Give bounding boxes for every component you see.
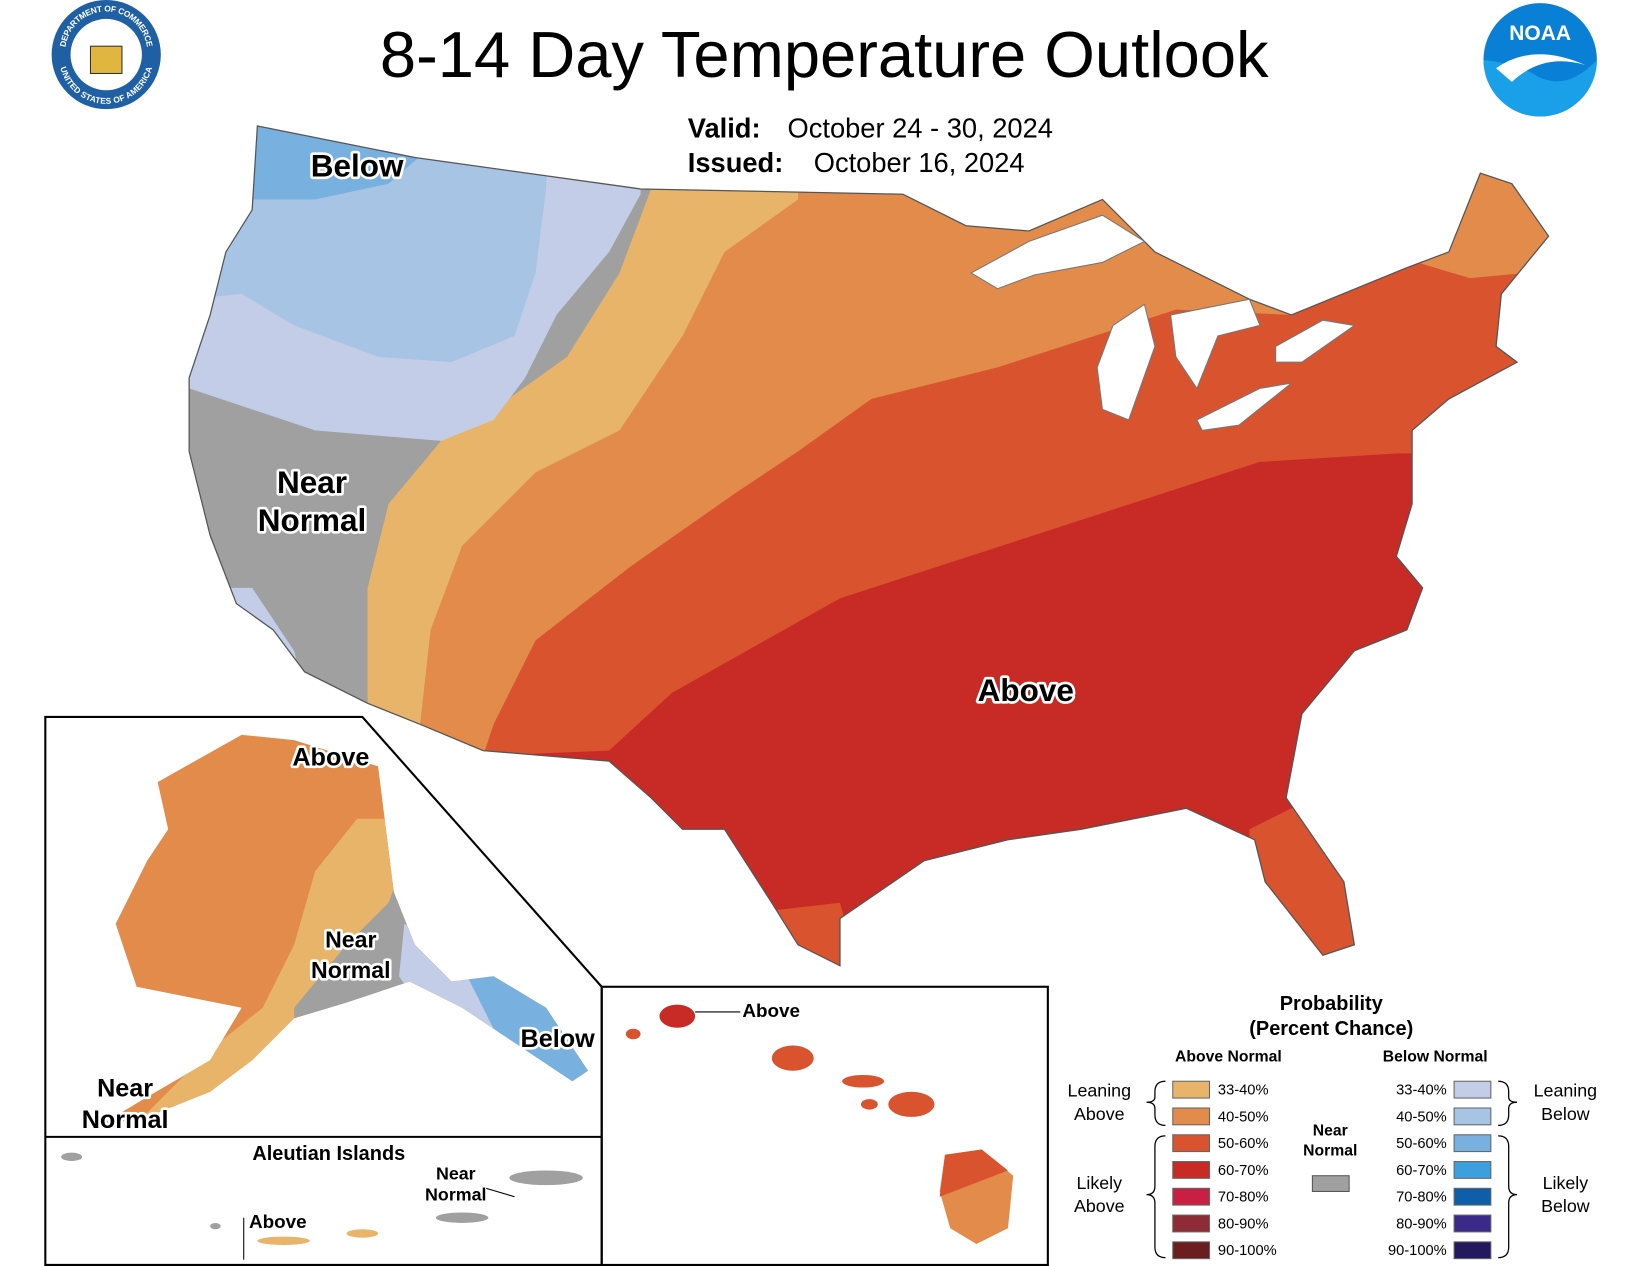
legend-label: 70-80%	[1396, 1190, 1447, 1206]
legend-group: Leaning Above	[1068, 1080, 1131, 1123]
legend-heading: Below Normal	[1383, 1048, 1488, 1065]
noaa-text: NOAA	[1509, 22, 1571, 45]
legend-swatch	[1453, 1241, 1492, 1260]
legend-label: 80-90%	[1396, 1216, 1447, 1232]
label-line: Above	[1074, 1196, 1125, 1216]
legend-swatch	[1453, 1187, 1492, 1206]
legend-label: 70-80%	[1218, 1190, 1269, 1206]
legend-swatch	[1172, 1187, 1211, 1206]
region-below-50-60	[252, 125, 431, 200]
region-below-50-60	[462, 965, 589, 1092]
region-label: Above	[292, 744, 369, 772]
region-label: Above	[978, 672, 1074, 708]
label-line: Normal	[82, 1106, 169, 1134]
issued-date: October 16, 2024	[814, 147, 1025, 178]
brace	[1498, 1080, 1518, 1126]
legend-label: 40-50%	[1396, 1109, 1447, 1125]
label-line: Leaning	[1068, 1080, 1131, 1100]
region-label: Above	[742, 1001, 800, 1022]
label-line: Near	[277, 464, 347, 500]
legend-label: 50-60%	[1396, 1136, 1447, 1152]
brace	[1146, 1135, 1166, 1259]
label-line: Near	[1313, 1123, 1348, 1140]
label-line: Normal	[425, 1184, 486, 1204]
hawaii	[625, 1004, 1014, 1244]
title: 8-14 Day Temperature Outlook	[380, 18, 1269, 91]
issued-label: Issued:	[688, 147, 784, 178]
region-label: Near Normal	[82, 1074, 169, 1133]
hawaii-inset	[600, 985, 1049, 1266]
region-label: Below	[521, 1025, 596, 1053]
legend-swatch	[1172, 1214, 1211, 1233]
region-above-50-60	[1249, 797, 1365, 966]
legend-swatch	[1453, 1107, 1492, 1126]
label-line: Below	[1541, 1196, 1590, 1216]
legend-swatch	[1172, 1080, 1211, 1099]
legend-heading: Above Normal	[1175, 1048, 1282, 1065]
region-label: Above	[249, 1212, 307, 1233]
legend-title: Probability	[1280, 993, 1383, 1015]
label-line: Above	[1074, 1104, 1125, 1124]
brace	[1498, 1135, 1518, 1259]
legend-label: 60-70%	[1218, 1163, 1269, 1179]
label-line: Normal	[311, 957, 391, 983]
inset-title: Aleutian Islands	[252, 1143, 405, 1165]
region-label: Near Normal	[425, 1163, 486, 1204]
legend-swatch	[1453, 1214, 1492, 1233]
label-line: Likely	[1543, 1173, 1589, 1193]
legend-swatch	[1453, 1161, 1492, 1179]
valid-date: October 24 - 30, 2024	[788, 112, 1053, 143]
legend-swatch	[1172, 1134, 1211, 1153]
legend-label: 90-100%	[1388, 1243, 1447, 1259]
legend-label: 33-40%	[1218, 1083, 1269, 1099]
legend-group: Likely Below	[1541, 1173, 1590, 1216]
legend-swatch	[1311, 1175, 1350, 1192]
pointer	[486, 1187, 515, 1198]
legend-swatch	[1453, 1134, 1492, 1153]
label-line: Normal	[1303, 1143, 1357, 1160]
legend-swatch	[1172, 1161, 1211, 1179]
legend-subtitle: (Percent Chance)	[1249, 1018, 1413, 1040]
label-line: Near	[97, 1074, 153, 1102]
region-label: Below	[311, 147, 404, 183]
legend-label: Near Normal	[1303, 1123, 1357, 1160]
label-line: Likely	[1076, 1173, 1122, 1193]
valid-label: Valid:	[688, 112, 761, 143]
legend-swatch	[1172, 1241, 1211, 1260]
label-line: Leaning	[1534, 1080, 1597, 1100]
legend-group: Likely Above	[1074, 1173, 1125, 1216]
region-label: Near Normal	[311, 927, 391, 983]
legend-label: 80-90%	[1218, 1216, 1269, 1232]
legend-group: Leaning Below	[1534, 1080, 1597, 1123]
label-line: Below	[1541, 1104, 1590, 1124]
noaa-logo: NOAA	[1483, 3, 1597, 117]
commerce-seal: DEPARTMENT OF COMMERCE UNITED STATES OF …	[51, 0, 161, 110]
label-line: Near	[325, 927, 376, 953]
great-lakes	[970, 214, 1356, 431]
label-line: Normal	[258, 502, 366, 538]
legend-label: 90-100%	[1218, 1243, 1277, 1259]
legend-label: 50-60%	[1218, 1136, 1269, 1152]
region-label: Near Normal	[258, 464, 366, 538]
legend-label: 33-40%	[1396, 1083, 1447, 1099]
label-line: Near	[436, 1163, 476, 1183]
brace	[1146, 1080, 1166, 1126]
legend-label: 40-50%	[1218, 1109, 1269, 1125]
conus-outline	[188, 125, 1550, 967]
legend-swatch	[1453, 1080, 1492, 1099]
legend-swatch	[1172, 1107, 1211, 1126]
legend-label: 60-70%	[1396, 1163, 1447, 1179]
region-above-33-40	[126, 818, 400, 1129]
aleutian-islands	[61, 1152, 583, 1246]
legend: Probability (Percent Chance) Above Norma…	[1068, 993, 1598, 1259]
